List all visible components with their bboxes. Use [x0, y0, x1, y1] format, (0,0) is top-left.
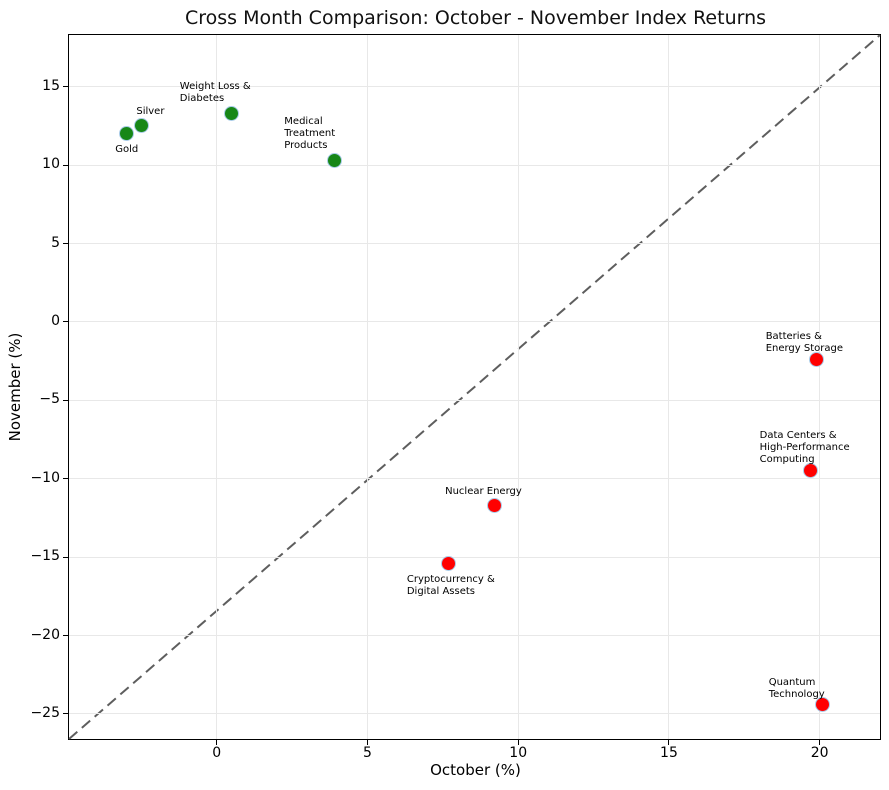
scatter-point-batteries-energy-storage [809, 352, 825, 368]
y-tick-label--5: −5 [39, 391, 60, 408]
y-axis-label: November (%) [6, 332, 24, 442]
x-gridline-15 [668, 35, 670, 739]
x-tick-label-15: 15 [660, 745, 678, 761]
y-tick-label--20: −20 [30, 626, 60, 643]
x-gridline-20 [819, 35, 821, 739]
point-label-gold: Gold [115, 143, 139, 155]
chart-title: Cross Month Comparison: October - Novemb… [184, 7, 767, 29]
y-tick-label--15: −15 [30, 548, 60, 565]
y-gridline--25 [69, 713, 880, 715]
point-label-weight-loss-diabetes: Weight Loss & Diabetes [179, 81, 251, 105]
y-gridline-15 [69, 86, 880, 88]
point-label-medical-treatment-products: Medical Treatment Products [284, 116, 336, 152]
y-tick-10 [63, 164, 68, 166]
scatter-point-data-centers-high-performance-computing [803, 463, 819, 479]
y-tick--25 [63, 713, 68, 715]
scatter-point-cryptocurrency-digital-assets [441, 555, 457, 571]
y-tick-label--25: −25 [30, 704, 60, 721]
y-tick-label-10: 10 [42, 156, 60, 173]
scatter-point-nuclear-energy [486, 497, 502, 513]
plot-area: 0 5 10 15 20 15 10 5 0 −5 −10 −15 −20 −25 Gold Silver We… [30, 34, 881, 761]
point-label-cryptocurrency-digital-assets: Cryptocurrency & Digital Assets [406, 574, 495, 598]
y-tick-label-0: 0 [51, 312, 60, 329]
point-label-quantum-technology: Quantum Technology [768, 676, 825, 700]
x-gridline-10 [517, 35, 519, 739]
point-label-silver: Silver [136, 105, 165, 117]
point-label-batteries-energy-storage: Batteries & Energy Storage [765, 330, 844, 354]
x-gridline-0 [216, 35, 218, 739]
y-gridline-10 [69, 164, 880, 166]
y-tick-label-5: 5 [51, 234, 60, 251]
y-gridline--15 [69, 556, 880, 558]
x-tick-label-5: 5 [363, 745, 372, 761]
scatter-point-quantum-technology [815, 697, 831, 712]
x-axis-label: October (%) [430, 761, 521, 779]
x-tick-20 [819, 740, 821, 745]
scatter-point-silver [133, 118, 149, 134]
y-tick-15 [63, 86, 68, 88]
y-tick-5 [63, 243, 68, 245]
scatter-point-gold [118, 126, 134, 142]
x-tick-0 [216, 740, 218, 745]
y-tick--20 [63, 635, 68, 637]
y-tick--10 [63, 478, 68, 480]
diagonal-reference-line [68, 34, 881, 740]
x-tick-label-0: 0 [212, 745, 222, 761]
y-gridline--5 [69, 399, 880, 401]
point-label-data-centers-high-performance-computing: Data Centers & High-Performance Computin… [759, 429, 850, 465]
x-tick-10 [517, 740, 519, 745]
y-tick-0 [63, 321, 68, 323]
x-tick-label-10: 10 [509, 745, 528, 761]
y-tick-label--10: −10 [30, 469, 60, 486]
y-tick--5 [63, 399, 68, 401]
x-tick-5 [366, 740, 368, 745]
plot-inner: 0 5 10 15 20 15 10 5 0 −5 −10 −15 −20 −25 Gold Silver We… [30, 34, 881, 761]
y-gridline--20 [69, 635, 880, 637]
scatter-point-medical-treatment-products [326, 152, 342, 168]
y-gridline-5 [69, 243, 880, 245]
x-tick-15 [668, 740, 670, 745]
scatter-point-weight-loss-diabetes [224, 105, 240, 121]
y-tick--15 [63, 556, 68, 558]
y-gridline--10 [69, 478, 880, 480]
point-label-nuclear-energy: Nuclear Energy [445, 486, 522, 498]
x-gridline-5 [366, 35, 368, 739]
y-tick-label-15: 15 [42, 77, 60, 94]
x-tick-label-20: 20 [810, 745, 829, 761]
y-gridline-0 [69, 321, 880, 323]
